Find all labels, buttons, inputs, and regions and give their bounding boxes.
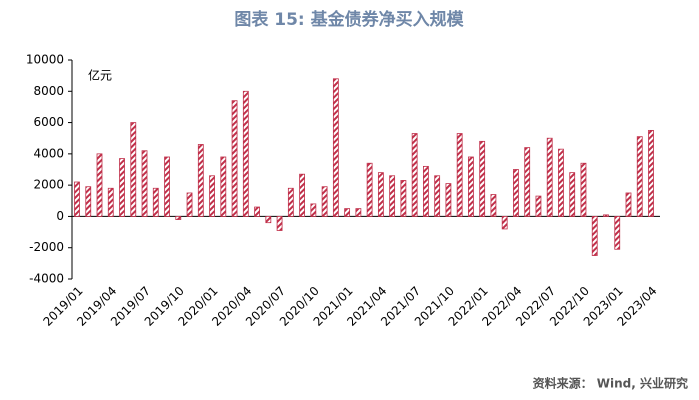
bar — [535, 195, 542, 217]
bar — [411, 133, 418, 217]
source-note: 资料来源： Wind, 兴业研究 — [533, 376, 688, 391]
bar — [625, 192, 632, 217]
bar — [175, 216, 182, 220]
bar — [377, 172, 384, 217]
y-tick-label: 2000 — [33, 178, 64, 192]
y-tick-label: 6000 — [33, 115, 64, 129]
bar — [648, 129, 654, 217]
bar — [558, 148, 564, 217]
bar — [186, 192, 193, 217]
y-tick-label: -2000 — [29, 240, 64, 254]
bar — [591, 216, 598, 256]
bar — [287, 187, 294, 217]
bar — [265, 216, 272, 224]
bar — [119, 158, 125, 217]
y-axis-unit: 亿元 — [88, 68, 112, 83]
bar — [636, 136, 643, 217]
bar — [524, 147, 531, 217]
bar — [490, 194, 497, 217]
bar — [276, 216, 283, 231]
bar — [310, 203, 317, 217]
bar — [141, 150, 148, 217]
y-tick-label: -4000 — [29, 272, 64, 286]
bar — [152, 187, 159, 217]
bar — [434, 175, 441, 217]
bar — [479, 140, 486, 217]
bar — [468, 156, 474, 217]
bar — [299, 173, 305, 217]
bar — [107, 187, 114, 217]
bar — [220, 156, 227, 217]
bar — [231, 100, 238, 217]
bar — [355, 208, 362, 217]
y-tick-label: 4000 — [33, 146, 64, 160]
bar — [130, 122, 137, 217]
bar — [332, 78, 339, 217]
chart-title: 图表 15: 基金债券净买入规模 — [234, 9, 464, 30]
bar — [164, 156, 170, 217]
bar — [321, 186, 328, 217]
y-tick-label: 0 — [56, 209, 64, 223]
bar — [603, 214, 609, 217]
bar — [400, 180, 407, 217]
bar — [501, 216, 508, 230]
bar — [546, 137, 553, 217]
bar — [96, 153, 103, 217]
bar — [423, 165, 429, 217]
bar — [445, 183, 452, 217]
bar — [580, 162, 587, 217]
y-tick-label: 8000 — [33, 84, 64, 98]
bar — [197, 144, 204, 217]
bar — [456, 133, 463, 217]
bar — [242, 90, 249, 217]
bar — [209, 175, 215, 217]
bar — [74, 181, 80, 217]
bar — [569, 172, 576, 217]
bar — [366, 162, 373, 217]
y-tick-label: 10000 — [26, 53, 64, 67]
bar — [513, 169, 519, 217]
bar — [254, 206, 260, 217]
bar — [344, 208, 351, 217]
bar — [389, 175, 396, 217]
bar — [614, 216, 621, 250]
bar — [85, 186, 92, 217]
